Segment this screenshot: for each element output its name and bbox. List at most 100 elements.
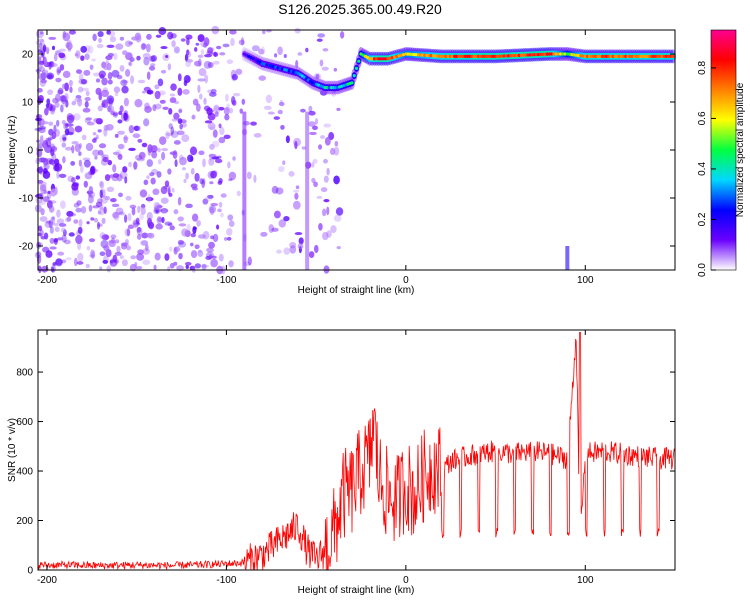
spectrogram-noise-blob bbox=[61, 119, 66, 125]
spectrogram-noise-blob bbox=[76, 69, 82, 74]
spectrogram-noise-blob bbox=[258, 75, 267, 81]
spectrogram-noise-blob bbox=[83, 159, 91, 168]
spectrogram-noise-blob bbox=[212, 170, 218, 176]
spectrogram-noise-blob bbox=[128, 161, 133, 168]
spectrogram-noise-blob bbox=[101, 99, 109, 104]
spectrogram-noise-blob bbox=[312, 158, 318, 164]
spectrogram-noise-blob bbox=[142, 90, 146, 94]
spectrogram-noise-blob bbox=[140, 206, 146, 215]
spectrogram-noise-blob bbox=[165, 55, 169, 59]
spectrogram-noise-blob bbox=[71, 140, 79, 145]
spectrogram-noise-blob bbox=[97, 30, 104, 38]
spectrogram-noise-blob bbox=[121, 259, 128, 267]
spectrogram-noise-blob bbox=[54, 226, 60, 233]
spectrogram-noise-blob bbox=[160, 186, 168, 195]
spectrogram-noise-blob bbox=[94, 155, 98, 160]
spectrogram-ridge-core bbox=[547, 52, 551, 56]
spectrogram-noise-blob bbox=[40, 235, 47, 240]
spectrogram-noise-blob bbox=[50, 265, 56, 273]
spectrogram-noise-blob bbox=[55, 119, 60, 127]
spectrogram-noise-blob bbox=[95, 134, 99, 140]
spectrogram-noise-blob bbox=[149, 55, 156, 62]
spectrogram-noise-blob bbox=[137, 249, 144, 255]
spectrogram-ytick-label: -10 bbox=[19, 194, 34, 205]
spectrogram-noise-blob bbox=[98, 37, 102, 44]
spectrogram-noise-blob bbox=[99, 266, 103, 271]
spectrogram-noise-blob bbox=[133, 161, 138, 170]
spectrogram-noise-blob bbox=[231, 99, 237, 106]
spectrogram-noise-blob bbox=[43, 57, 48, 67]
spectrogram-noise-blob bbox=[181, 228, 189, 237]
spectrogram-noise-blob bbox=[56, 66, 61, 76]
spectrogram-noise-blob bbox=[330, 225, 337, 234]
spectrogram-noise-blob bbox=[169, 97, 177, 104]
spectrogram-noise-blob bbox=[128, 61, 132, 66]
spectrogram-noise-blob bbox=[198, 249, 202, 254]
spectrogram-noise-blob bbox=[164, 253, 170, 261]
spectrogram-noise-blob bbox=[104, 244, 110, 253]
spectrogram-noise-blob bbox=[40, 38, 45, 46]
spectrogram-noise-blob bbox=[183, 178, 187, 184]
spectrogram-noise-blob bbox=[41, 51, 45, 58]
spectrogram-noise-blob bbox=[74, 97, 82, 103]
spectrogram-noise-blob bbox=[189, 265, 196, 271]
spectrogram-noise-blob bbox=[161, 151, 166, 161]
spectrogram-noise-blob bbox=[98, 70, 106, 78]
spectrogram-noise-blob bbox=[39, 184, 47, 192]
chart-title: S126.2025.365.00.49.R20 bbox=[278, 1, 442, 17]
snr-xtick-label: -200 bbox=[37, 575, 57, 586]
spectrogram-noise-blob bbox=[210, 235, 214, 240]
spectrogram-noise-blob bbox=[122, 166, 128, 173]
spectrogram-noise-blob bbox=[164, 221, 173, 226]
spectrogram-noise-blob bbox=[213, 104, 220, 112]
spectrogram-noise-blob bbox=[112, 164, 117, 173]
spectrogram-noise-blob bbox=[146, 43, 151, 53]
spectrogram-noise-blob bbox=[334, 140, 339, 147]
spectrogram-noise-blob bbox=[60, 104, 64, 113]
spectrogram-noise-blob bbox=[146, 33, 152, 40]
spectrogram-noise-blob bbox=[186, 223, 191, 233]
spectrogram-noise-blob bbox=[194, 263, 201, 269]
spectrogram-noise-blob bbox=[103, 206, 107, 214]
spectrogram-noise-blob bbox=[212, 233, 219, 243]
spectrogram-noise-blob bbox=[218, 106, 225, 111]
spectrogram-noise-blob bbox=[204, 54, 213, 58]
spectrogram-noise-blob bbox=[232, 92, 241, 97]
spectrogram-noise-blob bbox=[197, 34, 205, 42]
spectrogram-noise-blob bbox=[156, 205, 163, 209]
spectrogram-noise-blob bbox=[148, 65, 156, 71]
spectrogram-noise-blob bbox=[173, 209, 179, 215]
spectrogram-ridge-core bbox=[563, 52, 567, 56]
spectrogram-noise-blob bbox=[317, 33, 326, 38]
spectrogram-noise-blob bbox=[101, 89, 110, 98]
spectrogram-noise-blob bbox=[106, 186, 115, 193]
spectrogram-noise-blob bbox=[39, 216, 48, 222]
spectrogram-noise-blob bbox=[58, 48, 66, 52]
spectrogram-noise-blob bbox=[101, 234, 110, 241]
spectrogram-noise-blob bbox=[98, 143, 107, 149]
spectrogram-noise-blob bbox=[279, 99, 283, 104]
spectrogram-noise-blob bbox=[160, 69, 167, 74]
spectrogram-noise-blob bbox=[278, 166, 285, 172]
spectrogram-noise-blob bbox=[87, 45, 94, 54]
spectrogram-noise-blob bbox=[312, 125, 318, 131]
spectrogram-noise-blob bbox=[57, 251, 65, 256]
snr-xtick-label: 100 bbox=[577, 575, 594, 586]
spectrogram-noise-blob bbox=[42, 265, 47, 273]
snr-frame bbox=[37, 329, 676, 571]
spectrogram-noise-blob bbox=[56, 209, 61, 218]
spectrogram-noise-blob bbox=[97, 129, 102, 133]
spectrogram-noise-blob bbox=[168, 246, 173, 252]
spectrogram-noise-blob bbox=[112, 151, 120, 156]
spectrogram-noise-blob bbox=[110, 234, 117, 239]
spectrogram-noise-blob bbox=[194, 172, 200, 182]
spectrogram-noise-blob bbox=[177, 216, 184, 222]
spectrogram-noise-blob bbox=[84, 96, 91, 102]
spectrogram-noise-blob bbox=[177, 73, 182, 82]
spectrogram-noise-blob bbox=[230, 37, 235, 47]
spectrogram-noise-blob bbox=[83, 180, 88, 188]
spectrogram-noise-blob bbox=[293, 137, 302, 147]
spectrogram-noise-blob bbox=[313, 244, 319, 254]
spectrogram-noise-blob bbox=[70, 161, 76, 166]
spectrogram-noise-blob bbox=[141, 43, 147, 50]
